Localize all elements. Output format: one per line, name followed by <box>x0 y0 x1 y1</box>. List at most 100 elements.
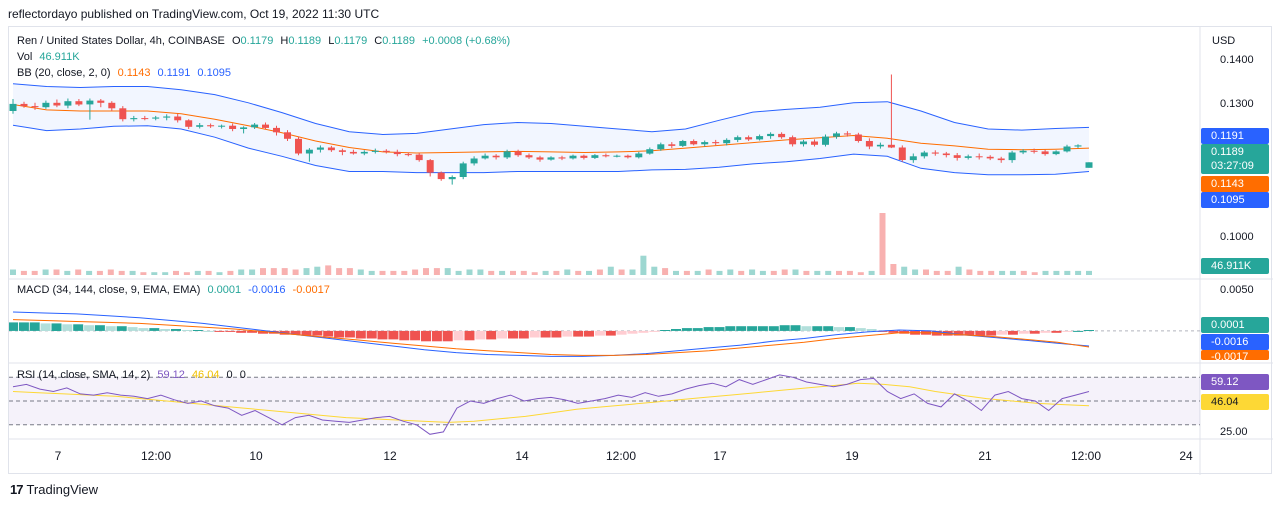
candle-body <box>42 102 50 108</box>
macd-histogram-bar <box>344 330 355 338</box>
volume-bar <box>781 269 788 275</box>
candle-body <box>349 151 357 154</box>
candle-body <box>701 142 709 145</box>
volume-bar <box>879 213 886 275</box>
candle-body <box>229 125 237 129</box>
candle-body <box>613 155 621 157</box>
ohlc-low-label: L <box>328 35 335 47</box>
macd-histogram-bar <box>453 330 464 341</box>
candle-body <box>295 138 302 154</box>
candle-body <box>481 155 489 159</box>
macd-histogram-bar <box>225 330 236 332</box>
volume-bar <box>596 269 603 275</box>
macd-histogram-bar <box>888 330 899 333</box>
macd-histogram-bar <box>964 330 975 336</box>
volume-bar <box>455 270 462 275</box>
candle-body <box>360 151 368 154</box>
time-axis: 7 12:00 10 12 14 12:00 17 19 21 12:00 24 <box>55 449 1193 463</box>
candle-body <box>20 103 28 107</box>
volume-bar <box>575 270 582 275</box>
volume-bar <box>10 269 16 275</box>
bb-legend[interactable]: BB (20, close, 2, 0) 0.1143 0.1191 0.109… <box>17 67 235 79</box>
candle-body <box>833 133 840 137</box>
candle-body <box>130 118 138 120</box>
tradingview-brand: TradingView <box>26 482 99 497</box>
last-price-tag: 0.1189 03:27:09 <box>1201 144 1269 174</box>
chart-panel[interactable]: USD 0.1400 0.1300 0.1000 0.0050 25.00 7 … <box>8 26 1273 475</box>
macd-histogram-bar <box>649 330 660 332</box>
volume-bar <box>1086 270 1092 275</box>
macd-histogram-bar <box>51 323 62 331</box>
candle-body <box>1074 145 1082 147</box>
macd-legend[interactable]: MACD (34, 144, close, 9, EMA, EMA) 0.000… <box>17 284 334 296</box>
chart-svg[interactable]: USD 0.1400 0.1300 0.1000 0.0050 25.00 7 … <box>9 27 1273 475</box>
candle-body <box>975 156 983 158</box>
time-label-3: 12 <box>383 449 397 463</box>
bb-basis-tag: 0.1143 <box>1201 176 1269 192</box>
candle-body <box>251 124 259 128</box>
volume-bar <box>238 269 245 275</box>
candle-body <box>953 155 961 158</box>
volume-bar <box>270 268 277 275</box>
bb-fill <box>13 83 1089 175</box>
volume-bar <box>749 269 756 275</box>
macd-histogram-bar <box>203 330 214 332</box>
candle-body <box>887 144 895 148</box>
candle-body <box>569 155 577 159</box>
volume-bar <box>173 270 179 275</box>
volume-bar <box>1042 270 1049 275</box>
volume-bar <box>510 270 516 275</box>
volume-bar <box>1031 272 1038 275</box>
candle-body <box>371 150 379 152</box>
volume-bar <box>151 272 158 275</box>
volume-bar <box>129 270 136 275</box>
volume-bar <box>107 269 114 275</box>
macd-histogram-bar <box>464 330 475 341</box>
macd-histogram-bar <box>105 326 116 331</box>
tradingview-footer[interactable]: 17 TradingView <box>10 482 98 497</box>
macd-signal-tag: -0.0017 <box>1201 350 1269 360</box>
volume-legend[interactable]: Vol 46.911K <box>17 51 84 63</box>
macd-histogram-bar <box>84 325 95 331</box>
volume-bar <box>814 270 821 275</box>
candle-body <box>679 141 687 146</box>
volume-bar <box>738 270 745 275</box>
macd-histogram-bar <box>399 330 410 341</box>
candle-body <box>1041 151 1049 155</box>
volume-bar <box>803 270 810 275</box>
time-label-9: 12:00 <box>1071 449 1101 463</box>
volume-bar <box>488 270 495 275</box>
volume-bar <box>662 268 669 275</box>
macd-histogram-bar <box>801 326 812 331</box>
candle-body <box>525 155 533 158</box>
volume-bar <box>857 272 864 275</box>
candle-body <box>415 154 423 161</box>
candle-body <box>262 124 269 128</box>
macd-label: MACD (34, 144, close, 9, EMA, EMA) <box>17 284 201 296</box>
candle-body <box>31 106 39 108</box>
macd-histogram-bar <box>551 330 562 338</box>
volume-bar <box>64 270 71 275</box>
time-label-2: 10 <box>249 449 263 463</box>
candle-body <box>393 151 401 155</box>
bb-lower-line <box>12 124 1090 176</box>
rsi-legend[interactable]: RSI (14, close, SMA, 14, 2) 59.12 46.04 … <box>17 369 250 381</box>
time-label-8: 21 <box>978 449 992 463</box>
candle-body <box>426 160 434 173</box>
macd-histogram-bar <box>431 330 442 342</box>
volume-bar <box>846 270 853 275</box>
macd-histogram-bar <box>160 329 171 331</box>
rsi-label: RSI (14, close, SMA, 14, 2) <box>17 369 151 381</box>
volume-bar <box>977 270 984 275</box>
volume-bar <box>260 268 266 275</box>
volume-bar <box>1009 270 1016 275</box>
symbol-legend[interactable]: Ren / United States Dollar, 4h, COINBASE… <box>17 35 514 47</box>
macd-histogram-bar <box>671 329 681 331</box>
macd-histogram-bar <box>171 329 181 331</box>
macd-histogram-bar <box>138 328 149 331</box>
bb-lower-value: 0.1095 <box>197 67 232 79</box>
candle-body <box>909 156 917 161</box>
candle-body <box>240 127 248 129</box>
volume-bar <box>705 269 712 275</box>
rsi-tick-0: 25.00 <box>1220 426 1248 438</box>
